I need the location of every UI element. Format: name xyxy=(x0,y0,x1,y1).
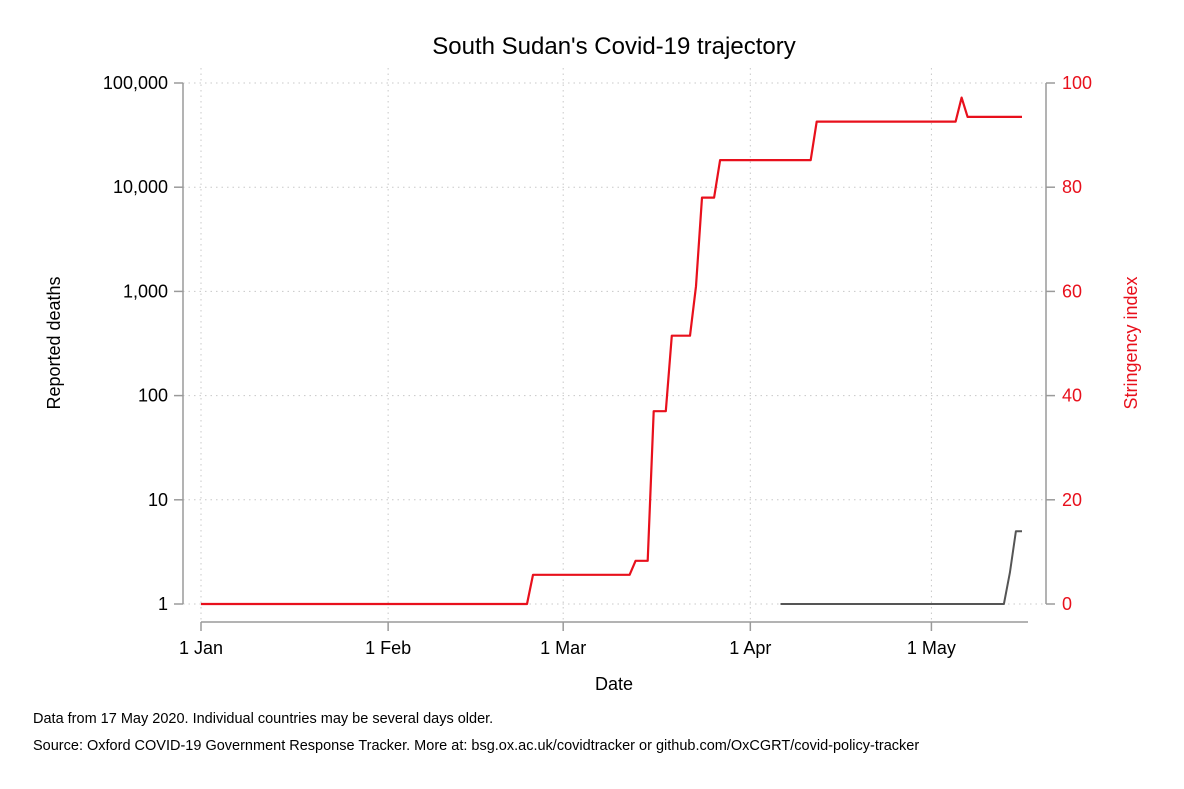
series xyxy=(201,96,1022,606)
y-right-tick-label: 100 xyxy=(1062,73,1092,93)
y-left-tick-label: 100,000 xyxy=(103,73,168,93)
axes: 1 10 100 1,000 10,000 100,000 0 20 40 60 80 100 1 Ja… xyxy=(103,73,1092,658)
x-tick-label: 1 May xyxy=(907,638,956,658)
y-left-tick-label: 1 xyxy=(158,594,168,614)
x-tick-label: 1 Jan xyxy=(179,638,223,658)
y-left-tick-label: 1,000 xyxy=(123,281,168,301)
deaths-line xyxy=(780,530,1022,605)
y-left-tick-label: 100 xyxy=(138,386,168,406)
x-axis-label: Date xyxy=(595,674,633,694)
x-tick-label: 1 Mar xyxy=(540,638,586,658)
y-right-tick-label: 0 xyxy=(1062,594,1072,614)
y-left-tick-label: 10 xyxy=(148,490,168,510)
y-left-tick-label: 10,000 xyxy=(113,177,168,197)
stringency-line xyxy=(201,96,1022,606)
y-right-tick-label: 80 xyxy=(1062,177,1082,197)
y-right-tick-label: 40 xyxy=(1062,386,1082,406)
grid xyxy=(183,68,1046,622)
y-axis-left-label: Reported deaths xyxy=(44,276,64,409)
x-tick-label: 1 Apr xyxy=(729,638,771,658)
y-axis-right-label: Stringency index xyxy=(1121,276,1141,409)
chart-title: South Sudan's Covid-19 trajectory xyxy=(432,33,795,60)
data-note: Data from 17 May 2020. Individual countr… xyxy=(33,711,494,727)
source-note: Source: Oxford COVID-19 Government Respo… xyxy=(33,738,920,754)
x-tick-label: 1 Feb xyxy=(365,638,411,658)
y-right-tick-label: 60 xyxy=(1062,281,1082,301)
y-right-tick-label: 20 xyxy=(1062,490,1082,510)
